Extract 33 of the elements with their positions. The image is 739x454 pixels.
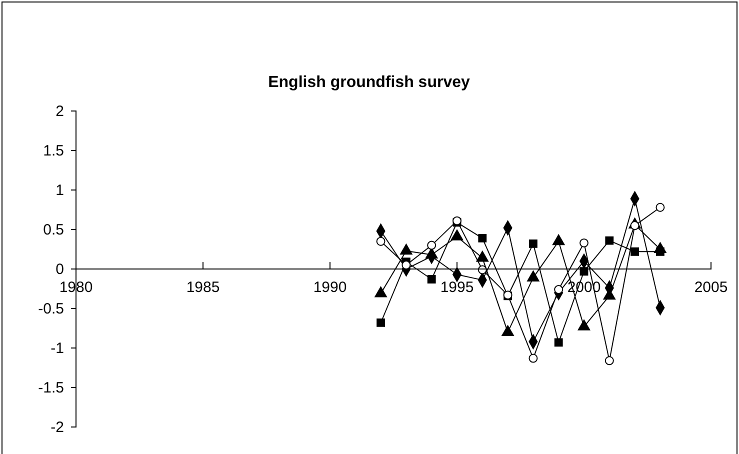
x-tick-label: 1995 [440, 279, 474, 296]
point [552, 234, 565, 246]
point [654, 242, 666, 254]
x-tick-label: 2005 [694, 279, 728, 296]
y-tick-label: -1 [50, 340, 64, 357]
point [527, 270, 540, 282]
point [528, 240, 538, 248]
point [400, 244, 412, 255]
point [376, 236, 386, 246]
point [656, 202, 665, 212]
y-tick-label: 0 [56, 260, 64, 278]
point [554, 338, 563, 347]
point [604, 356, 614, 366]
chart-title: English groundfish survey [268, 74, 470, 91]
y-tick-label: -1.5 [38, 379, 64, 396]
point [478, 234, 487, 242]
x-tick-label: 1990 [313, 279, 347, 296]
point [476, 250, 489, 262]
y-tick-label: 2 [56, 102, 64, 120]
y-tick-label: -0.5 [38, 300, 64, 318]
point [427, 240, 436, 250]
point [580, 238, 588, 248]
y-tick-label: 1.5 [43, 142, 64, 160]
x-tick-label: 1985 [186, 279, 220, 296]
point [630, 247, 640, 256]
y-tick-label: 0.5 [43, 221, 64, 238]
y-tick-label: -2 [50, 418, 64, 436]
y-tick-label: 1 [56, 182, 64, 199]
point [376, 318, 386, 327]
point [528, 354, 538, 363]
point [605, 236, 614, 245]
point [427, 275, 436, 284]
point [450, 230, 464, 240]
